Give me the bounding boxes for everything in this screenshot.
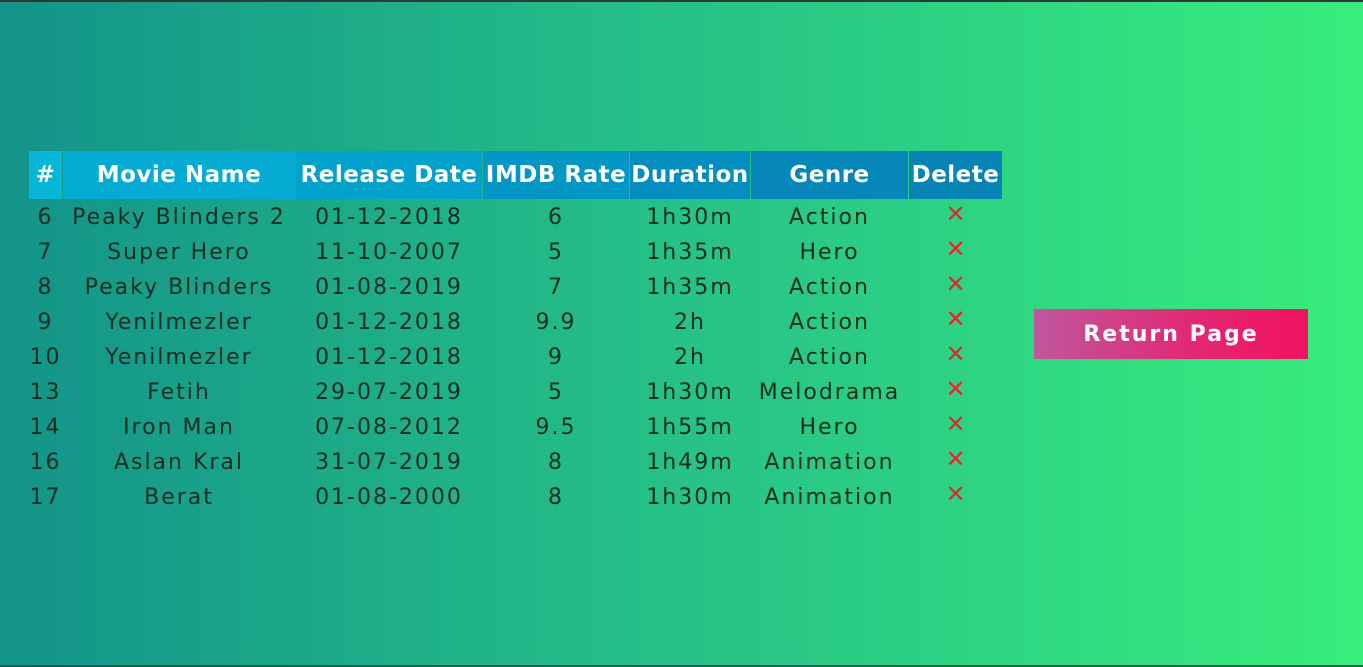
cell-imdb-rate: 5	[548, 379, 564, 405]
cell-id: 14	[29, 414, 62, 440]
cell-duration: 1h30m	[646, 484, 734, 510]
delete-icon[interactable]: ✕	[945, 480, 966, 508]
cell-id: 7	[37, 239, 54, 265]
return-page-button[interactable]: Return Page	[1034, 309, 1308, 359]
cell-delete: ✕	[909, 235, 1002, 269]
header-release-date: Release Date	[296, 151, 482, 199]
table-row: 6 Peaky Blinders 2 01-12-2018 6 1h30m Ac…	[29, 200, 1002, 234]
cell-imdb-rate: 9	[548, 344, 564, 370]
cell-movie-name: Super Hero	[107, 239, 251, 265]
cell-release-date: 01-08-2000	[315, 484, 463, 510]
cell-delete: ✕	[909, 200, 1002, 234]
cell-duration: 1h55m	[646, 414, 734, 440]
cell-duration: 2h	[674, 309, 706, 335]
cell-genre: Action	[789, 204, 870, 230]
cell-release-date: 31-07-2019	[315, 449, 463, 475]
cell-release-date: 01-12-2018	[315, 309, 463, 335]
cell-release-date: 11-10-2007	[315, 239, 463, 265]
table-row: 10 Yenilmezler 01-12-2018 9 2h Action ✕	[29, 340, 1002, 374]
cell-id: 13	[29, 379, 62, 405]
movies-table-body: 6 Peaky Blinders 2 01-12-2018 6 1h30m Ac…	[29, 200, 1002, 514]
cell-imdb-rate: 5	[548, 239, 564, 265]
table-row: 9 Yenilmezler 01-12-2018 9.9 2h Action ✕	[29, 305, 1002, 339]
cell-movie-name: Yenilmezler	[105, 344, 253, 370]
header-row: # Movie Name Release Date IMDB Rate Dura…	[29, 151, 1002, 199]
cell-delete: ✕	[909, 305, 1002, 339]
table-row: 16 Aslan Kral 31-07-2019 8 1h49m Animati…	[29, 445, 1002, 479]
table-row: 17 Berat 01-08-2000 8 1h30m Animation ✕	[29, 480, 1002, 514]
cell-movie-name: Fetih	[147, 379, 211, 405]
cell-movie-name: Aslan Kral	[113, 449, 245, 475]
bottom-border	[0, 665, 1363, 667]
cell-imdb-rate: 8	[548, 449, 564, 475]
movies-table: # Movie Name Release Date IMDB Rate Dura…	[28, 150, 1003, 515]
cell-imdb-rate: 8	[548, 484, 564, 510]
header-genre: Genre	[751, 151, 908, 199]
table-row: 8 Peaky Blinders 01-08-2019 7 1h35m Acti…	[29, 270, 1002, 304]
cell-release-date: 01-12-2018	[315, 344, 463, 370]
cell-imdb-rate: 9.5	[535, 414, 577, 440]
cell-id: 8	[37, 274, 54, 300]
cell-imdb-rate: 9.9	[535, 309, 577, 335]
cell-delete: ✕	[909, 340, 1002, 374]
header-movie-name: Movie Name	[63, 151, 295, 199]
cell-delete: ✕	[909, 445, 1002, 479]
cell-duration: 1h49m	[646, 449, 734, 475]
header-duration: Duration	[630, 151, 750, 199]
cell-genre: Melodrama	[758, 379, 901, 405]
cell-delete: ✕	[909, 410, 1002, 444]
cell-imdb-rate: 7	[548, 274, 564, 300]
delete-icon[interactable]: ✕	[945, 235, 966, 263]
delete-icon[interactable]: ✕	[945, 410, 966, 438]
cell-release-date: 01-08-2019	[315, 274, 463, 300]
header-id: #	[29, 151, 62, 199]
delete-icon[interactable]: ✕	[945, 200, 966, 228]
cell-movie-name: Peaky Blinders 2	[72, 204, 286, 230]
delete-icon[interactable]: ✕	[945, 270, 966, 298]
cell-id: 10	[29, 344, 62, 370]
cell-movie-name: Yenilmezler	[105, 309, 253, 335]
cell-delete: ✕	[909, 375, 1002, 409]
cell-movie-name: Iron Man	[123, 414, 235, 440]
cell-release-date: 29-07-2019	[315, 379, 463, 405]
delete-icon[interactable]: ✕	[945, 305, 966, 333]
cell-genre: Animation	[764, 449, 895, 475]
cell-id: 16	[29, 449, 62, 475]
table-row: 13 Fetih 29-07-2019 5 1h30m Melodrama ✕	[29, 375, 1002, 409]
header-imdb-rate: IMDB Rate	[483, 151, 629, 199]
cell-genre: Animation	[764, 484, 895, 510]
cell-id: 6	[37, 204, 54, 230]
cell-genre: Hero	[799, 239, 860, 265]
cell-release-date: 01-12-2018	[315, 204, 463, 230]
cell-duration: 1h35m	[646, 239, 734, 265]
table-row: 14 Iron Man 07-08-2012 9.5 1h55m Hero ✕	[29, 410, 1002, 444]
cell-duration: 1h30m	[646, 379, 734, 405]
cell-delete: ✕	[909, 270, 1002, 304]
top-border	[0, 0, 1363, 2]
cell-genre: Hero	[799, 414, 860, 440]
cell-imdb-rate: 6	[548, 204, 564, 230]
cell-genre: Action	[789, 274, 870, 300]
cell-delete: ✕	[909, 480, 1002, 514]
cell-id: 9	[37, 309, 54, 335]
delete-icon[interactable]: ✕	[945, 445, 966, 473]
cell-genre: Action	[789, 344, 870, 370]
cell-duration: 2h	[674, 344, 706, 370]
cell-movie-name: Peaky Blinders	[84, 274, 274, 300]
cell-movie-name: Berat	[144, 484, 214, 510]
movies-table-head: # Movie Name Release Date IMDB Rate Dura…	[29, 151, 1002, 199]
delete-icon[interactable]: ✕	[945, 340, 966, 368]
cell-genre: Action	[789, 309, 870, 335]
header-delete: Delete	[909, 151, 1002, 199]
cell-release-date: 07-08-2012	[315, 414, 463, 440]
cell-duration: 1h30m	[646, 204, 734, 230]
cell-id: 17	[29, 484, 62, 510]
cell-duration: 1h35m	[646, 274, 734, 300]
table-row: 7 Super Hero 11-10-2007 5 1h35m Hero ✕	[29, 235, 1002, 269]
delete-icon[interactable]: ✕	[945, 375, 966, 403]
